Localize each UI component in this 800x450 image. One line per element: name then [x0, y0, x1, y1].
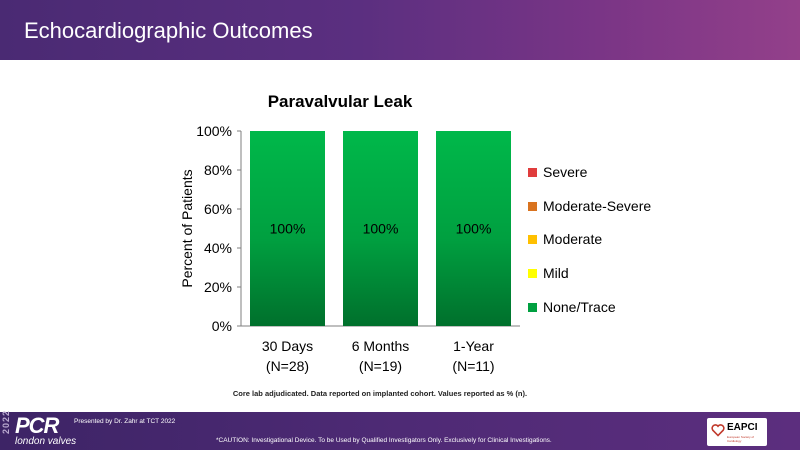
- legend-label: Mild: [543, 265, 569, 282]
- x-tick-label-n: (N=11): [452, 358, 494, 374]
- y-tick-label: 40%: [204, 240, 232, 256]
- bar-data-label: 100%: [456, 221, 492, 237]
- x-tick-label: 6 Months: [352, 338, 410, 354]
- bar-data-label: 100%: [363, 221, 399, 237]
- pcr-logo-subtitle: london valves: [15, 436, 77, 447]
- slide-footer: 2022 PCR london valves Presented by Dr. …: [0, 409, 800, 450]
- legend-label: Severe: [543, 164, 588, 180]
- y-tick-label: 20%: [204, 279, 232, 295]
- y-axis-title: Percent of Patients: [179, 169, 195, 287]
- legend-label: Moderate-Severe: [543, 197, 652, 214]
- bar-none-trace: [436, 131, 511, 326]
- x-tick-label-n: (N=28): [266, 358, 309, 374]
- legend-swatch: [528, 201, 537, 211]
- eapci-logo-subtitle: European Society of Cardiology: [727, 435, 755, 443]
- legend-swatch: [528, 168, 537, 177]
- heart-icon: [711, 424, 725, 437]
- slide-title: Echocardiographic Outcomes: [24, 18, 313, 43]
- bar-data-label: 100%: [270, 221, 306, 237]
- y-tick-label: 100%: [196, 123, 232, 139]
- bar-none-trace: [250, 131, 325, 326]
- footer-year: 2022: [1, 409, 11, 434]
- legend-label: Moderate: [543, 231, 603, 248]
- y-tick-label: 0%: [212, 318, 232, 334]
- x-tick-label: 30 Days: [262, 338, 313, 354]
- legend-label: None/Trace: [543, 298, 616, 315]
- presenter-credit: Presented by Dr. Zahr at TCT 2022: [74, 418, 176, 425]
- slide-header: Echocardiographic Outcomes: [0, 0, 800, 60]
- x-tick-label: 1-Year: [453, 338, 494, 354]
- chart-footnote: Core lab adjudicated. Data reported on i…: [232, 389, 528, 398]
- pcr-logo: PCR: [15, 413, 59, 438]
- legend-swatch: [528, 269, 537, 279]
- eapci-logo-text: EAPCI: [727, 422, 758, 433]
- y-tick-label: 80%: [204, 162, 232, 178]
- bar-none-trace: [343, 131, 418, 326]
- y-tick-label: 60%: [204, 201, 232, 217]
- legend-swatch: [528, 302, 537, 312]
- legend-swatch: [528, 235, 537, 245]
- eapci-logo: EAPCI European Society of Cardiology: [707, 418, 767, 446]
- caution-notice: *CAUTION: Investigational Device. To be …: [216, 437, 552, 444]
- x-tick-label-n: (N=19): [359, 358, 402, 374]
- chart-title: Paravalvular Leak: [267, 92, 413, 111]
